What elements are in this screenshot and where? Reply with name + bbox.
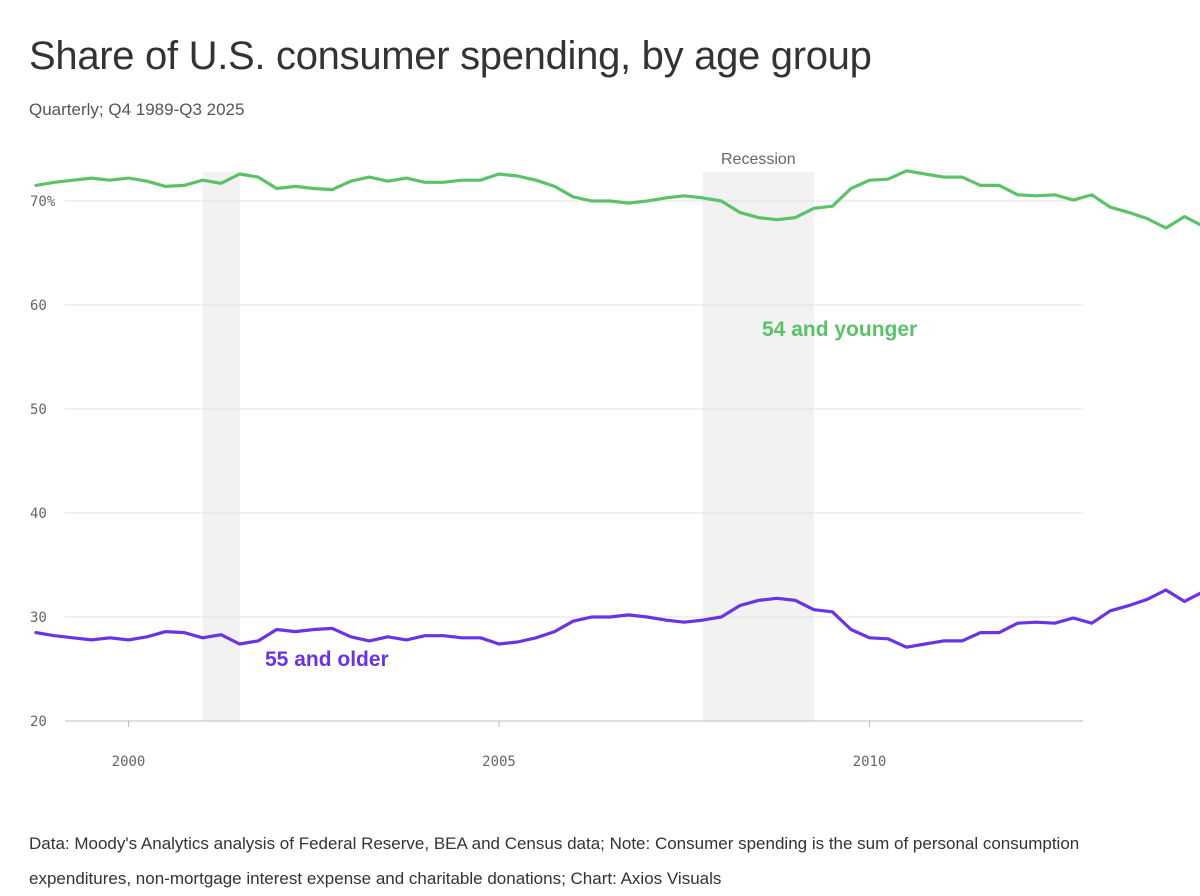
x-tick-label: 2000 <box>112 754 146 770</box>
y-tick-label: 20 <box>30 714 47 730</box>
recession-label: Recession <box>721 151 796 168</box>
source-note: Data: Moody's Analytics analysis of Fede… <box>29 834 1080 888</box>
series-line-older <box>34 588 1200 649</box>
series-lines <box>34 169 1200 649</box>
y-tick-label: 50 <box>30 402 47 418</box>
series-line-younger <box>34 169 1200 230</box>
gridlines <box>65 200 1083 722</box>
recession-band <box>702 171 814 721</box>
y-tick-label: 30 <box>30 610 47 626</box>
y-axis-ticks: 20 30 40 50 60 70% <box>30 194 56 730</box>
label-55-and-older: 55 and older <box>265 648 389 671</box>
y-tick-label: 40 <box>30 506 47 522</box>
x-tick-label: 2005 <box>482 754 516 770</box>
recession-band <box>202 171 240 721</box>
x-axis-ticks: 200020052010201520202025 <box>112 721 887 770</box>
y-tick-label: 70% <box>30 194 56 210</box>
y-tick-label: 60 <box>30 298 47 314</box>
x-tick-label: 2010 <box>853 754 887 770</box>
chart-subtitle: Quarterly; Q4 1989-Q3 2025 <box>29 100 245 119</box>
chart-title: Share of U.S. consumer spending, by age … <box>29 34 872 78</box>
label-54-and-younger: 54 and younger <box>762 318 917 341</box>
series-labels: 54.7%54 and younger45.3%55 and older <box>265 318 917 671</box>
recession-bands: Recession <box>202 151 814 721</box>
